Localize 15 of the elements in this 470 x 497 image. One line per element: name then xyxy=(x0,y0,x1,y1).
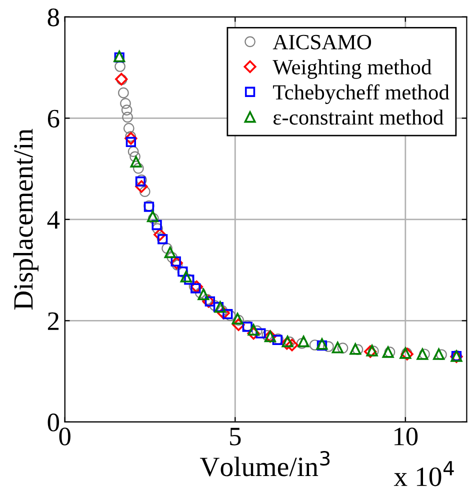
legend-label: ε-constraint method xyxy=(273,110,444,125)
x-tick-label: 0 xyxy=(59,428,70,446)
text: x 10$^{4}$ xyxy=(394,461,454,486)
x-tick-label: 5 xyxy=(230,428,241,446)
y-tick-label: 6 xyxy=(48,110,60,128)
y-tick-label: 0 xyxy=(48,414,59,432)
x-axis-title: Volume/in$^{3}$ xyxy=(200,450,330,476)
y-axis-title: Displacement/in xyxy=(13,128,38,310)
y-tick-label: 4 xyxy=(47,211,60,229)
legend-label: Tchebycheff method xyxy=(273,84,450,104)
x-tick-label: 10 xyxy=(394,428,418,446)
legend-label: Weighting method xyxy=(272,59,432,79)
legend-label: AICSAMO xyxy=(272,34,372,50)
y-tick-label: 8 xyxy=(48,8,59,26)
y-tick-label: 2 xyxy=(48,312,59,330)
